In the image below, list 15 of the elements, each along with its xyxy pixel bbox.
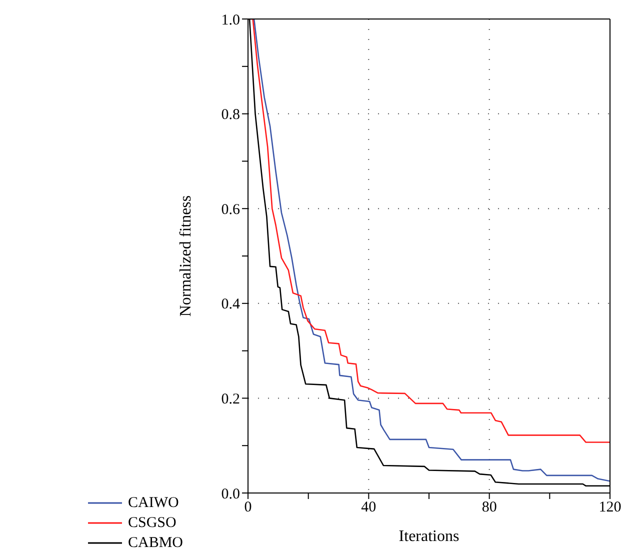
y-tick-label: 1.0 xyxy=(221,12,240,28)
y-tick-label: 0.8 xyxy=(221,107,240,124)
y-tick-label: 0.4 xyxy=(221,296,241,313)
x-tick-label: 80 xyxy=(482,500,497,516)
x-axis-title: Iterations xyxy=(398,528,460,545)
y-tick-label: 0.2 xyxy=(221,392,240,408)
y-axis-title: Normalized fitness xyxy=(178,195,195,317)
legend-label: CSGSO xyxy=(128,514,176,532)
legend-label: CAIWO xyxy=(128,494,179,512)
x-tick-label: 0 xyxy=(244,500,252,516)
y-tick-label: 0.6 xyxy=(221,202,241,218)
x-tick-label: 40 xyxy=(361,500,376,516)
legend-label: CABMO xyxy=(128,534,184,552)
x-tick-label: 120 xyxy=(598,500,621,516)
y-tick-label: 0.0 xyxy=(221,486,240,502)
